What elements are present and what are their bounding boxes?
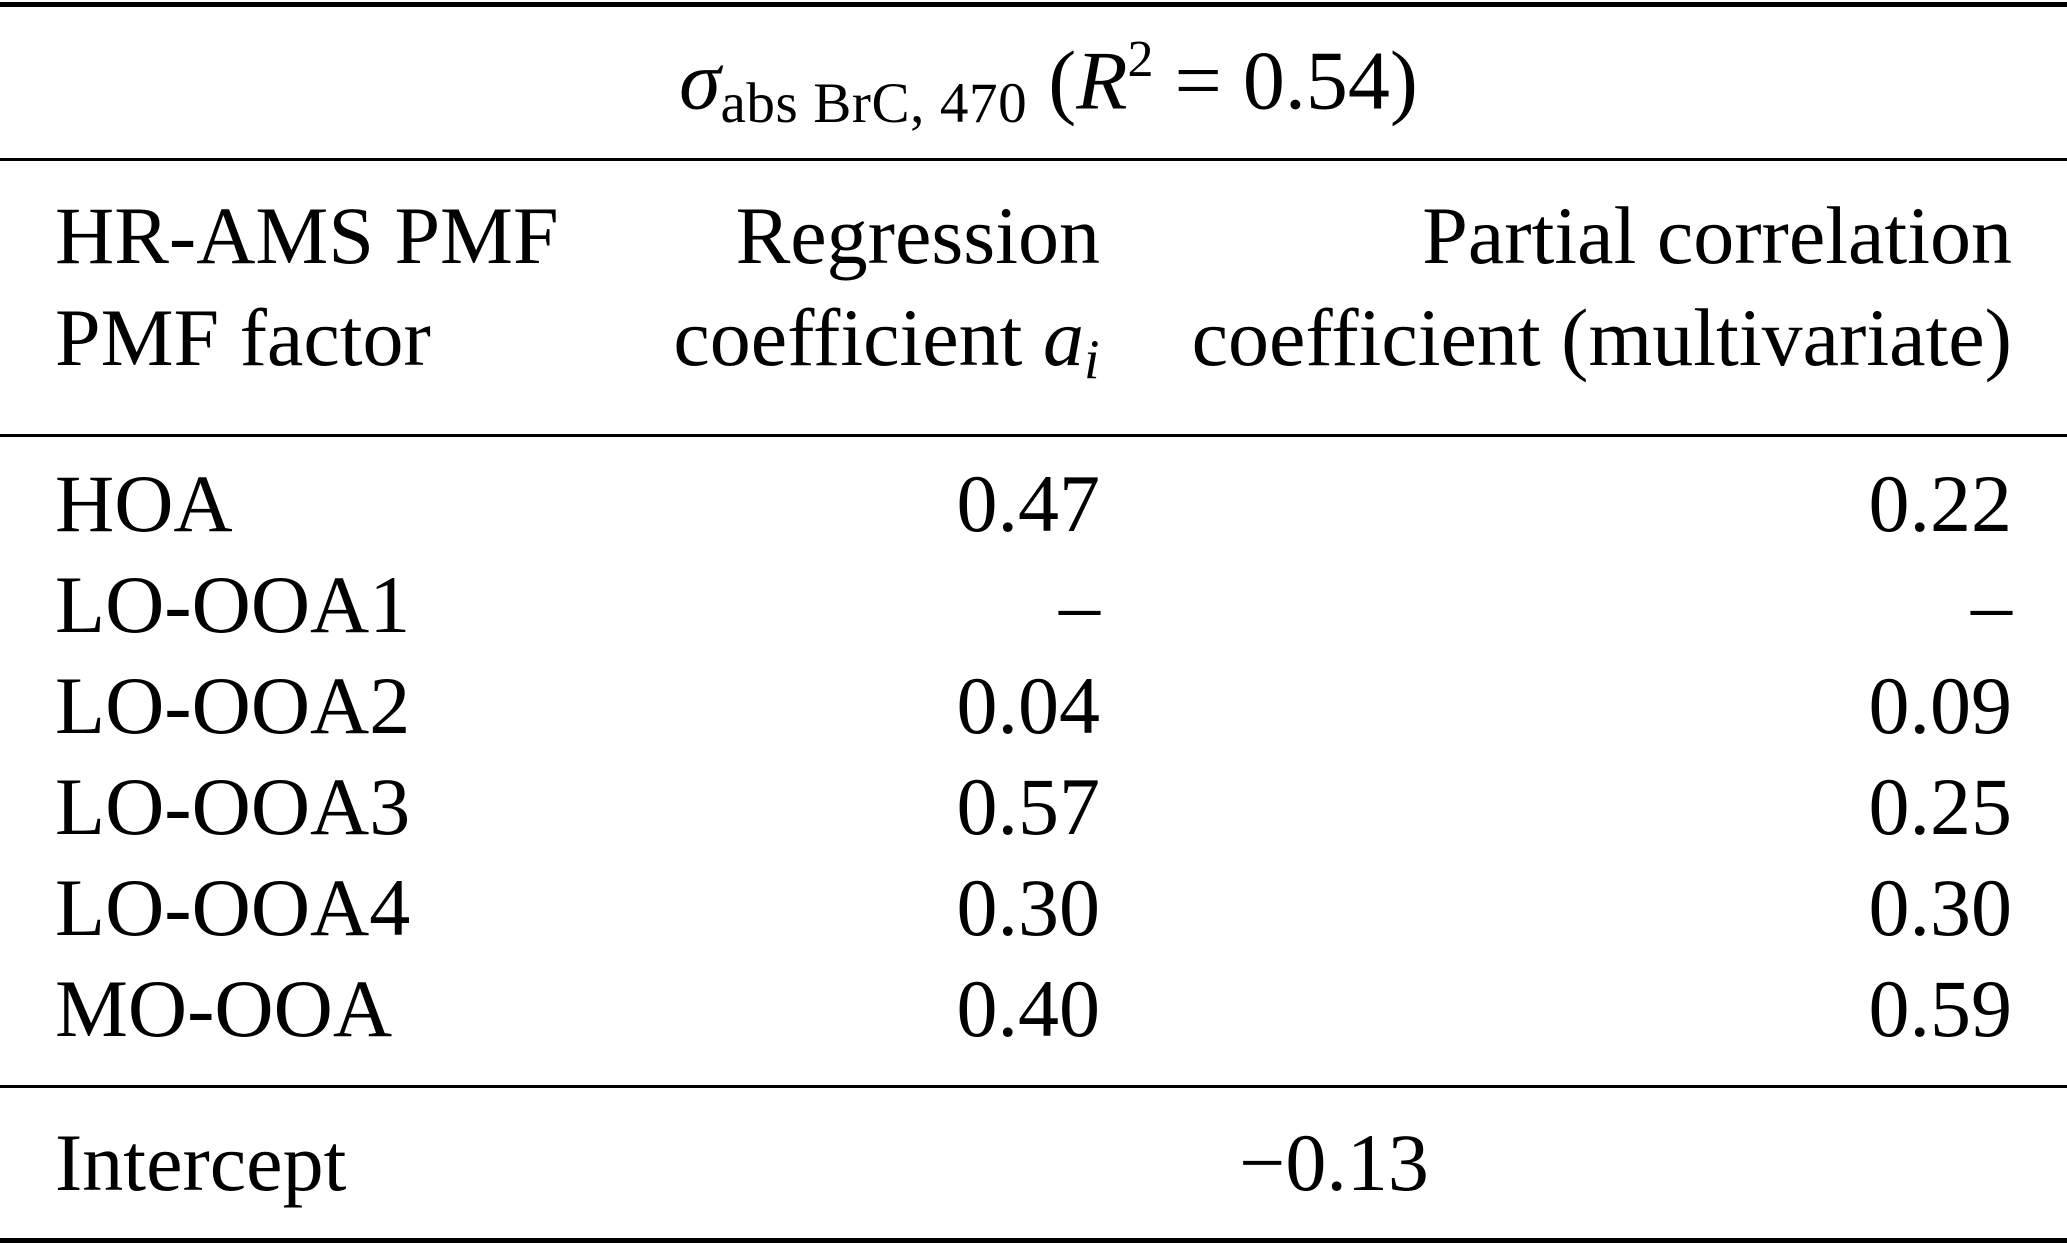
partial-cell: 0.25 <box>1868 761 2013 853</box>
table-row: LO-OOA2 0.04 0.09 <box>0 655 2067 756</box>
table-row: LO-OOA4 0.30 0.30 <box>0 857 2067 958</box>
regression-cell: – <box>1059 559 1100 651</box>
regression-cell: 0.47 <box>956 458 1101 550</box>
coefficient-variable-subscript: i <box>1083 329 1100 392</box>
regression-column-header: Regression coefficient ai <box>600 185 1100 411</box>
bottom-rule <box>0 1238 2067 1243</box>
partial-cell: – <box>1971 559 2012 651</box>
factor-cell: LO-OOA4 <box>55 862 411 954</box>
partial-header-line1: Partial correlation <box>1422 190 2012 281</box>
title-text: σabs BrC, 470 (R2 = 0.54) <box>679 30 1418 136</box>
factor-header-line1: HR-AMS PMF <box>55 190 559 281</box>
header-row: HR-AMS PMF PMF factor Regression coeffic… <box>0 161 2067 434</box>
factor-cell: HOA <box>55 458 233 550</box>
partial-cell: 0.59 <box>1868 963 2013 1055</box>
table-row: MO-OOA 0.40 0.59 <box>0 958 2067 1059</box>
top-rule <box>0 2 2067 7</box>
r-value: = 0.54) <box>1153 33 1418 127</box>
partial-correlation-column-header: Partial correlation coefficient (multiva… <box>1100 185 2012 411</box>
title-rule <box>0 158 2067 161</box>
partial-cell: 0.09 <box>1868 660 2013 752</box>
regression-cell: 0.40 <box>956 963 1101 1055</box>
intercept-row: Intercept −0.13 <box>0 1088 2067 1238</box>
coefficient-variable: a <box>1042 292 1084 383</box>
table-row: LO-OOA1 – – <box>0 554 2067 655</box>
regression-cell: 0.04 <box>956 660 1101 752</box>
body-rule <box>0 1085 2067 1089</box>
intercept-label: Intercept <box>55 1117 347 1209</box>
header-rule <box>0 434 2067 438</box>
factor-column-header: HR-AMS PMF PMF factor <box>55 185 600 411</box>
regression-cell: 0.57 <box>956 761 1101 853</box>
regression-cell: 0.30 <box>956 862 1101 954</box>
table-row: HOA 0.47 0.22 <box>0 453 2067 554</box>
table-row: LO-OOA3 0.57 0.25 <box>0 756 2067 857</box>
table-body: HOA 0.47 0.22 LO-OOA1 – – LO-OOA2 0.04 0… <box>0 437 2067 1085</box>
sigma-subscript: abs BrC, 470 <box>720 71 1028 135</box>
sigma-symbol: σ <box>679 33 721 127</box>
regression-header-line1: Regression <box>735 190 1100 281</box>
factor-cell: LO-OOA1 <box>55 559 411 651</box>
regression-header-line2: coefficient ai <box>600 287 1100 411</box>
r-symbol: R <box>1076 33 1128 127</box>
factor-header-line2: PMF factor <box>55 292 431 383</box>
intercept-value: −0.13 <box>1239 1117 1429 1209</box>
paren-open: ( <box>1027 33 1077 127</box>
partial-cell: 0.30 <box>1868 862 2013 954</box>
partial-header-line2: coefficient (multivariate) <box>1191 292 2012 383</box>
r-exponent: 2 <box>1127 30 1154 88</box>
partial-cell: 0.22 <box>1868 458 2013 550</box>
table-title: σabs BrC, 470 (R2 = 0.54) <box>0 7 2067 158</box>
factor-cell: MO-OOA <box>55 963 393 1055</box>
regression-header-text: coefficient <box>673 292 1023 383</box>
factor-cell: LO-OOA2 <box>55 660 411 752</box>
factor-cell: LO-OOA3 <box>55 761 411 853</box>
